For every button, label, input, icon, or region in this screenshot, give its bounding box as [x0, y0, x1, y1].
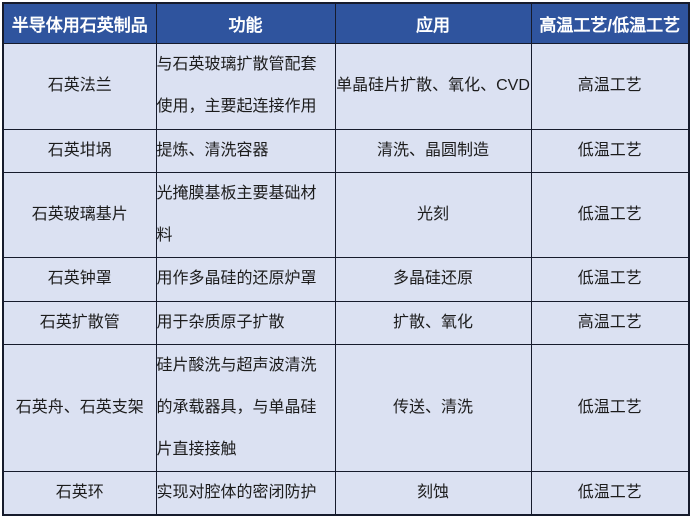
function-cell: 与石英玻璃扩散管配套 使用，主要起连接作用 — [155, 42, 336, 130]
header-application: 应用 — [334, 2, 532, 44]
product-cell: 石英坩埚 — [2, 128, 157, 173]
process-cell: 低温工艺 — [530, 470, 690, 515]
application-cell: 清洗、晶圆制造 — [334, 128, 532, 173]
process-cell: 高温工艺 — [530, 42, 690, 130]
application-cell: 多晶硅还原 — [334, 256, 532, 302]
product-cell: 石英舟、石英支架 — [2, 343, 157, 472]
function-cell: 用作多晶硅的还原炉罩 — [155, 256, 336, 302]
table-row: 石英坩埚 提炼、清洗容器 清洗、晶圆制造 低温工艺 — [2, 128, 690, 173]
header-product: 半导体用石英制品 — [2, 2, 157, 44]
process-cell: 低温工艺 — [530, 128, 690, 173]
process-cell: 低温工艺 — [530, 256, 690, 302]
process-cell: 低温工艺 — [530, 171, 690, 258]
table-row: 石英钟罩 用作多晶硅的还原炉罩 多晶硅还原 低温工艺 — [2, 256, 690, 302]
product-cell: 石英扩散管 — [2, 300, 157, 345]
table-row: 石英玻璃基片 光掩膜基板主要基础材 料 光刻 低温工艺 — [2, 171, 690, 258]
application-cell: 单晶硅片扩散、氧化、CVD — [334, 42, 532, 130]
product-cell: 石英法兰 — [2, 42, 157, 130]
process-cell: 低温工艺 — [530, 343, 690, 472]
function-cell: 实现对腔体的密闭防护 — [155, 470, 336, 515]
function-cell: 光掩膜基板主要基础材 料 — [155, 171, 336, 258]
application-cell: 传送、清洗 — [334, 343, 532, 472]
header-row: 半导体用石英制品 功能 应用 高温工艺/低温工艺 — [2, 2, 690, 44]
application-cell: 扩散、氧化 — [334, 300, 532, 345]
header-function: 功能 — [155, 2, 336, 44]
process-cell: 高温工艺 — [530, 300, 690, 345]
header-process: 高温工艺/低温工艺 — [530, 2, 690, 44]
function-cell: 硅片酸洗与超声波清洗 的承载器具，与单晶硅 片直接接触 — [155, 343, 336, 472]
table-row: 石英法兰 与石英玻璃扩散管配套 使用，主要起连接作用 单晶硅片扩散、氧化、CVD… — [2, 42, 690, 130]
table-row: 石英舟、石英支架 硅片酸洗与超声波清洗 的承载器具，与单晶硅 片直接接触 传送、… — [2, 343, 690, 472]
table-body: 石英法兰 与石英玻璃扩散管配套 使用，主要起连接作用 单晶硅片扩散、氧化、CVD… — [2, 42, 690, 515]
table-row: 石英环 实现对腔体的密闭防护 刻蚀 低温工艺 — [2, 470, 690, 515]
application-cell: 光刻 — [334, 171, 532, 258]
function-cell: 用于杂质原子扩散 — [155, 300, 336, 345]
table-header: 半导体用石英制品 功能 应用 高温工艺/低温工艺 — [2, 2, 690, 44]
product-cell: 石英钟罩 — [2, 256, 157, 302]
product-cell: 石英环 — [2, 470, 157, 515]
application-cell: 刻蚀 — [334, 470, 532, 515]
product-cell: 石英玻璃基片 — [2, 171, 157, 258]
function-cell: 提炼、清洗容器 — [155, 128, 336, 173]
table-row: 石英扩散管 用于杂质原子扩散 扩散、氧化 高温工艺 — [2, 300, 690, 345]
